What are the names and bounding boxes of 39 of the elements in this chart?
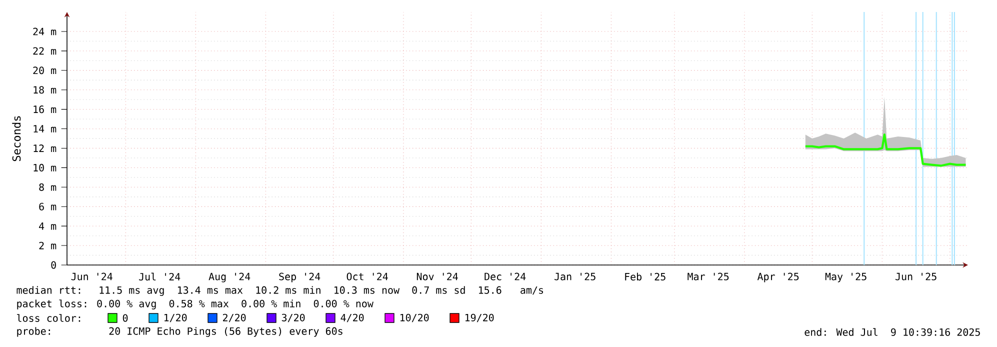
legend-label: 2/20 (223, 314, 246, 322)
y-tick-label: 18 m (34, 86, 56, 94)
x-tick-label: Aug '24 (208, 272, 250, 282)
y-tick-label: 4 m (39, 222, 56, 230)
x-tick-label: Nov '24 (416, 272, 458, 280)
y-tick-label: 22 m (33, 47, 56, 55)
y-tick-label: 14 m (34, 125, 56, 132)
x-tick-label: Dec '24 (484, 272, 526, 280)
x-tick-label: Oct '24 (346, 272, 388, 280)
text: end: Wed Jul 9 10:39:16 2025 (804, 328, 980, 336)
legend-label: 0 (122, 314, 128, 322)
legend-label: 19/20 (465, 314, 494, 322)
legend-label: 1/20 (164, 314, 187, 322)
x-tick-label: Jan '25 (554, 272, 596, 280)
y-tick-label: 6 m (39, 202, 56, 210)
text: probe: 20 ICMP Echo Pings (56 Bytes) every 60s (17, 327, 342, 337)
x-tick-label: May '25 (825, 272, 866, 282)
y-tick-label: 12 m (34, 144, 56, 152)
x-tick-label: Jul '24 (139, 272, 180, 281)
x-tick-label: Jun '24 (71, 272, 112, 280)
x-tick-label: Apr '25 (757, 272, 799, 282)
y-tick-label: 16 m (34, 106, 56, 114)
y-axis-title: Seconds (12, 116, 21, 162)
legend-label: 3/20 (282, 314, 305, 322)
x-tick-label: Jun '25 (896, 272, 936, 280)
y-tick-label: 24 m (33, 28, 56, 36)
text: packet loss: 0.00 % avg 0.58 % max 0.00 % min 0.00 % now (17, 300, 374, 310)
legend-label: 4/20 (340, 314, 364, 322)
y-tick-label: 10 m (34, 164, 56, 172)
y-tick-label: 2 m (39, 242, 56, 250)
legend-title: loss color: (17, 314, 80, 322)
legend-label: 10/20 (400, 314, 429, 322)
x-tick-label: Feb '25 (625, 272, 666, 280)
y-tick-label: 20 m (33, 66, 56, 74)
x-tick-label: Sep '24 (279, 272, 320, 282)
x-tick-label: Mar '25 (688, 272, 729, 280)
y-tick-label: 0 (51, 261, 56, 269)
y-tick-label: 8 m (39, 183, 56, 191)
text: median rtt: 11.5 ms avg 13.4 ms max 10.2 ms min 10.3 ms now 0.7 ms sd 15.6 am/s (16, 286, 544, 296)
